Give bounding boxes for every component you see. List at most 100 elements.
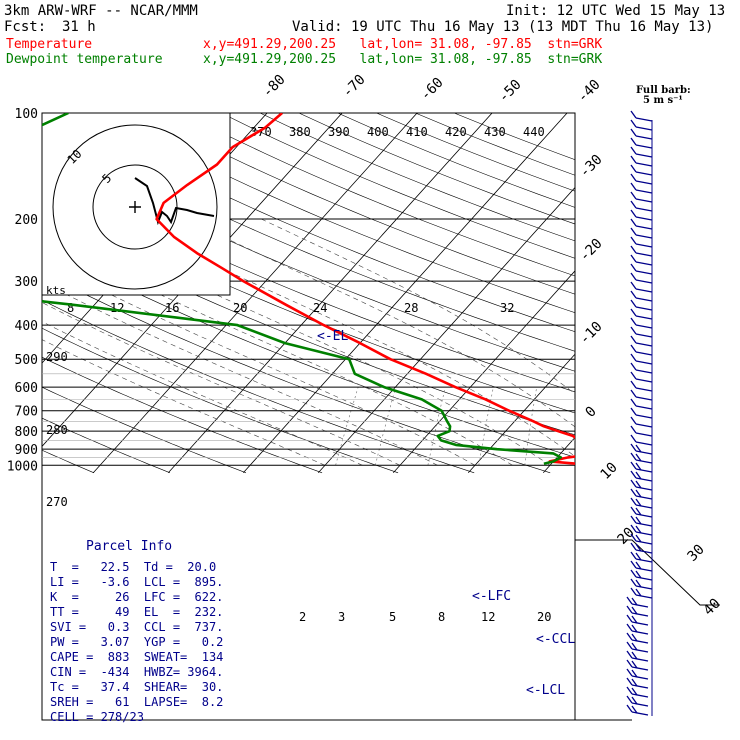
wind-barb	[635, 243, 653, 248]
parcel-info-row: SVI = 0.3 CCL = 737.	[50, 620, 224, 634]
wind-barb	[630, 551, 637, 560]
parcel-info-title: Parcel Info	[86, 539, 173, 554]
dry-adiabat-line	[42, 386, 247, 474]
wind-barb	[635, 306, 653, 311]
dry-adiabat-line	[42, 417, 171, 474]
wind-barb	[635, 342, 653, 347]
mixing-ratio-label: 20	[537, 610, 551, 624]
right-temperature-tick: 0	[583, 404, 600, 421]
mixing-ratio-label: 24	[313, 301, 327, 315]
dry-adiabat-line	[42, 121, 575, 352]
wind-barb	[630, 272, 637, 281]
wind-barb	[630, 263, 637, 272]
wind-barb	[635, 534, 642, 543]
dry-adiabat-label: 270	[46, 495, 68, 509]
right-temperature-tick: 10	[598, 460, 621, 483]
wind-barb	[635, 189, 653, 194]
wind-barb	[635, 495, 653, 500]
wind-barb	[630, 218, 637, 227]
pressure-tick-200: 200	[15, 213, 38, 228]
wind-barb	[635, 117, 653, 122]
level-marker-ccl: <-CCL	[536, 632, 575, 647]
wind-barb	[635, 549, 653, 554]
wind-barb	[630, 245, 637, 254]
parcel-info-row: LI = -3.6 LCL = 895.	[50, 575, 224, 589]
wind-barb	[630, 299, 637, 308]
wind-barb	[631, 597, 638, 606]
wind-barb	[630, 317, 637, 326]
wind-barb	[630, 497, 637, 506]
right-temperature-tick: 40	[701, 596, 724, 619]
wind-barb	[635, 369, 653, 374]
mixing-ratio-label: 16	[165, 301, 179, 315]
right-temperature-tick: 20	[615, 525, 638, 548]
wind-barb	[630, 533, 637, 542]
wind-barb	[630, 578, 637, 587]
right-temperature-tick: 30	[685, 542, 708, 565]
wind-barb	[630, 587, 637, 596]
theta-label: 430	[484, 125, 506, 139]
wind-barb	[635, 405, 653, 410]
wind-barb	[635, 450, 653, 455]
pressure-tick-400: 400	[15, 319, 38, 334]
dry-adiabat-line	[220, 113, 575, 259]
wind-barb	[631, 669, 638, 678]
moist-adiabat-line	[42, 259, 476, 466]
wind-barb	[635, 432, 653, 437]
theta-label: 370	[250, 125, 272, 139]
dry-adiabat-line	[42, 356, 323, 474]
hodograph-trace	[134, 177, 215, 226]
theta-label: 420	[445, 125, 467, 139]
wind-barb	[635, 486, 653, 491]
wind-barb	[630, 560, 637, 569]
wind-barb	[635, 531, 653, 536]
wind-barb	[631, 705, 638, 714]
pressure-tick-600: 600	[15, 381, 38, 396]
wind-barb	[626, 668, 633, 677]
wind-barb	[635, 543, 642, 552]
wind-barb	[631, 696, 638, 705]
wind-barb	[635, 171, 653, 176]
wind-barb	[626, 641, 633, 650]
top-temperature-tick: -60	[418, 75, 447, 104]
moist-adiabat-line	[186, 218, 575, 428]
wind-barb	[635, 579, 642, 588]
pressure-tick-800: 800	[15, 425, 38, 440]
isotherm-line	[618, 97, 740, 473]
dewpoint-location: x,y=491.29,200.25 lat,lon= 31.08, -97.85…	[203, 52, 603, 67]
dewpoint-profile-line	[42, 113, 563, 466]
wind-barb	[635, 570, 642, 579]
top-temperature-tick: -40	[575, 77, 604, 106]
wind-barb	[635, 180, 653, 185]
wind-barb	[630, 290, 637, 299]
wind-barb	[630, 344, 637, 353]
valid-time: Valid: 19 UTC Thu 16 May 13 (13 MDT Thu …	[292, 19, 714, 35]
wind-barb	[626, 677, 633, 686]
dry-adiabat-label: 290	[46, 350, 68, 364]
wind-barb	[635, 396, 653, 401]
wind-barb	[630, 569, 637, 578]
mixing-ratio-label: 8	[438, 610, 445, 624]
forecast-hours: 31 h	[62, 19, 96, 35]
right-temperature-tick: -30	[577, 152, 606, 181]
wind-barb	[635, 525, 642, 534]
wind-barb	[626, 659, 633, 668]
wind-barb	[626, 605, 633, 614]
wind-barb	[631, 660, 638, 669]
wind-barb	[635, 378, 653, 383]
wind-barb	[635, 558, 653, 563]
mixing-ratio-line	[375, 387, 396, 466]
dry-adiabat-line	[42, 327, 399, 474]
wind-barb	[630, 200, 637, 209]
dry-adiabat-line	[65, 113, 575, 333]
dry-adiabat-line	[181, 113, 575, 277]
wind-barb	[630, 542, 637, 551]
wind-barb	[631, 633, 638, 642]
forecast-label: Fcst:	[4, 19, 47, 35]
wind-barb	[630, 335, 637, 344]
mixing-ratio-line	[478, 387, 494, 466]
wind-barb	[635, 462, 642, 471]
wind-barb	[630, 506, 637, 515]
wind-barbs	[575, 110, 720, 721]
